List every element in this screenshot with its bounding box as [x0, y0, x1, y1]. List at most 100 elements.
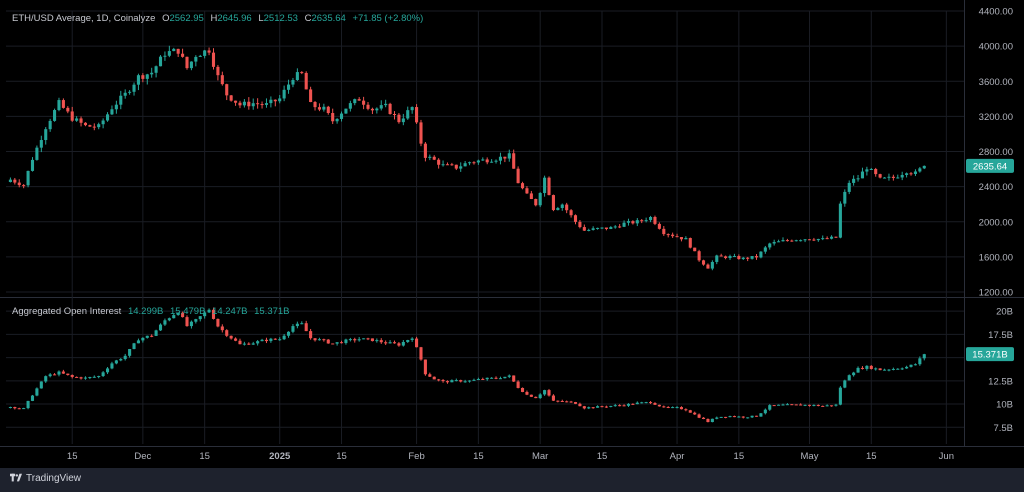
oi-candle [838, 387, 842, 405]
price-candle [807, 239, 812, 241]
price-candle [300, 72, 304, 74]
oi-candle [847, 375, 851, 381]
price-candle [671, 234, 675, 237]
oi-candle [348, 339, 352, 341]
price-axis-tick-label: 1600.00 [979, 252, 1013, 263]
oi-candle [485, 377, 489, 380]
oi-candle [476, 379, 480, 381]
price-candle [688, 238, 692, 248]
price-candle [649, 217, 653, 221]
price-candle [92, 126, 96, 128]
price-axis-tick-label: 3600.00 [979, 77, 1013, 88]
chart-canvas[interactable]: 1200.00 1600.00 2000.00 2400.00 2800.00 3200.… [0, 0, 1024, 468]
price-candle [251, 103, 255, 107]
price-candle [278, 98, 282, 102]
oi-candle [273, 338, 277, 340]
price-candle [578, 221, 582, 228]
oi-candle [821, 405, 825, 407]
oi-candle [401, 341, 405, 346]
oi-candle [671, 407, 675, 409]
oi-candle [609, 405, 613, 407]
price-candle [799, 240, 803, 242]
oi-candle [145, 335, 149, 338]
oi-candle [565, 401, 569, 403]
price-candle [909, 173, 913, 175]
price-candle [693, 247, 697, 252]
price-candle [410, 107, 414, 111]
oi-candle [591, 407, 595, 409]
oi-candle [61, 371, 65, 374]
oi-candle [437, 379, 441, 381]
price-candle [600, 227, 604, 229]
oi-candle [803, 404, 807, 406]
price-candle [44, 129, 48, 141]
price-candle [339, 113, 344, 119]
oi-candle [693, 412, 697, 415]
oi-candle [176, 312, 180, 316]
price-candle [785, 240, 789, 242]
price-candle [282, 89, 286, 99]
price-candle [198, 55, 202, 57]
oi-candle [415, 338, 419, 348]
oi-candle [909, 364, 913, 367]
oi-candle [35, 388, 39, 396]
oi-candle [136, 340, 140, 344]
price-candle [317, 107, 321, 110]
oi-candle [613, 405, 617, 407]
low-value: 2512.53 [263, 13, 298, 24]
price-candle [869, 168, 873, 170]
oi-candle [556, 400, 560, 402]
oi-candle [551, 395, 555, 401]
footer-bar: TradingView [0, 468, 1024, 492]
oi-candle [582, 406, 586, 409]
oi-candle [83, 377, 88, 379]
oi-high-value: 15.479B [170, 306, 206, 317]
price-candle [70, 111, 74, 121]
oi-candle [269, 338, 273, 342]
price-candle [384, 103, 388, 106]
time-tick-label: Feb [408, 451, 424, 462]
price-candle [573, 215, 578, 222]
price-candle [512, 153, 516, 169]
oi-candle [432, 376, 436, 380]
price-candle [229, 95, 233, 101]
price-candle [392, 114, 397, 116]
price-candle [534, 199, 538, 206]
oi-candle [560, 401, 564, 403]
price-candle [582, 227, 586, 231]
oi-candle [207, 309, 211, 313]
price-candle [626, 221, 631, 223]
price-candle [39, 140, 43, 148]
price-candle [132, 84, 136, 92]
price-candle [463, 163, 467, 167]
oi-candle [441, 379, 445, 382]
price-candle [812, 239, 816, 241]
price-candle [741, 257, 745, 260]
oi-candle [454, 380, 458, 382]
time-tick-label: 15 [336, 451, 347, 462]
price-candle [794, 240, 798, 242]
oi-candle [181, 312, 185, 318]
oi-candle [264, 339, 269, 342]
price-candle [176, 48, 180, 54]
open-value: 2562.95 [169, 13, 204, 24]
price-candle [529, 193, 533, 200]
price-candle [8, 179, 12, 182]
price-candle [158, 56, 163, 67]
tradingview-brand[interactable]: TradingView [10, 472, 81, 484]
oi-candle [688, 410, 692, 413]
oi-legend: Aggregated Open Interest 14.299B 15.479B… [12, 306, 294, 317]
oi-candle [816, 404, 820, 406]
oi-candle [644, 402, 648, 404]
oi-candle [512, 375, 516, 382]
price-candle [905, 173, 909, 175]
price-candle [242, 101, 246, 106]
oi-candle [547, 390, 551, 396]
time-tick-label: 15 [473, 451, 484, 462]
time-tick-label: 15 [597, 451, 608, 462]
close-label: C [304, 13, 312, 24]
oi-candle [194, 319, 198, 322]
oi-candle [234, 338, 238, 341]
price-candle [710, 261, 714, 269]
oi-candle [88, 377, 92, 379]
